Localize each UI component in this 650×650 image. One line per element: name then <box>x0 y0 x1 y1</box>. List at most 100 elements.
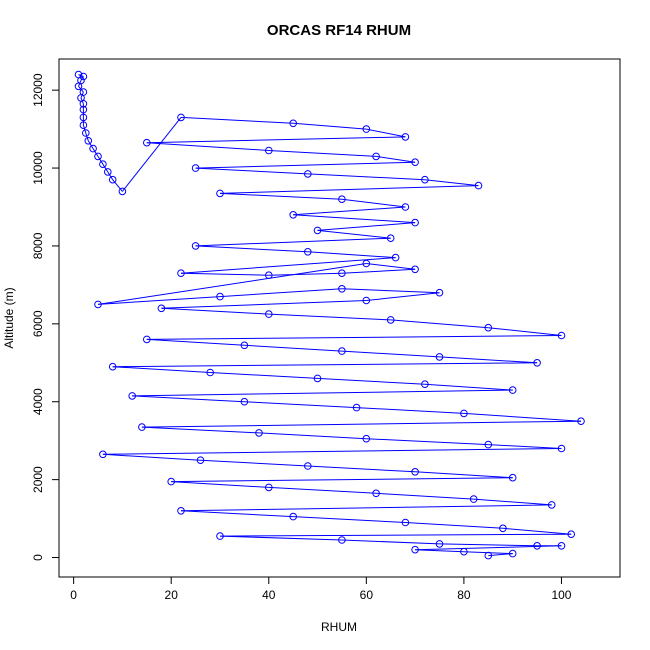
data-point <box>401 133 410 141</box>
y-tick-label: 8000 <box>31 232 45 259</box>
data-point <box>411 265 419 274</box>
data-point <box>411 218 419 227</box>
x-tick-label: 20 <box>165 588 179 602</box>
series-segment <box>415 549 464 553</box>
data-point <box>79 72 88 81</box>
data-point <box>240 397 249 406</box>
data-point <box>240 341 249 350</box>
series-segment <box>258 432 367 440</box>
data-point <box>138 423 146 431</box>
data-point <box>304 248 312 256</box>
data-point <box>362 259 371 268</box>
data-point <box>265 271 273 280</box>
data-point <box>89 144 97 153</box>
series-segment <box>146 142 269 151</box>
series-segment <box>439 543 538 547</box>
series-segment <box>210 372 318 379</box>
data-point <box>74 82 83 91</box>
data-point <box>206 368 214 377</box>
x-tick-label: 80 <box>457 588 471 602</box>
series-segment <box>366 128 406 138</box>
x-tick-label: 100 <box>551 588 571 602</box>
series-segment <box>195 245 308 253</box>
data-point <box>196 456 205 465</box>
data-point <box>265 483 273 492</box>
series-segment <box>141 420 582 428</box>
data-point <box>547 501 556 509</box>
data-point <box>508 549 517 558</box>
series-segment <box>366 438 489 446</box>
data-point <box>411 545 419 554</box>
data-point <box>338 269 346 278</box>
y-tick-label: 12000 <box>31 73 45 107</box>
data-point <box>508 473 517 482</box>
data-point <box>460 547 468 556</box>
series-segment <box>488 444 562 449</box>
series-segment <box>112 366 211 373</box>
series-segment <box>307 465 416 473</box>
data-point <box>313 226 322 235</box>
series-segment <box>502 527 572 535</box>
data-point <box>557 444 566 453</box>
series-segment <box>161 307 269 315</box>
x-tick-label: 60 <box>360 588 374 602</box>
series-segment <box>268 313 391 321</box>
data-point <box>533 359 541 367</box>
series-segment <box>200 459 308 467</box>
series-segment <box>293 214 416 224</box>
series-segment <box>366 292 440 301</box>
data-point <box>313 374 322 383</box>
data-point <box>421 380 429 389</box>
y-tick-label: 4000 <box>31 388 45 415</box>
series-segment <box>219 533 572 537</box>
data-point <box>79 100 88 108</box>
series-segment <box>341 539 440 545</box>
data-point <box>411 158 419 166</box>
data-point <box>338 347 346 355</box>
data-point <box>99 160 107 168</box>
series-segment <box>341 288 440 294</box>
series-segment <box>341 268 416 274</box>
data-point <box>289 119 298 128</box>
data-point <box>191 164 200 172</box>
series-segment <box>317 229 391 239</box>
y-tick-label: 0 <box>31 554 45 561</box>
data-point <box>289 211 298 219</box>
series-segment <box>97 296 221 305</box>
x-tick-label: 40 <box>262 588 276 602</box>
series-segment <box>161 300 367 309</box>
data-point <box>557 331 566 340</box>
data-point <box>177 507 185 515</box>
series-segment <box>180 504 552 512</box>
data-point <box>391 253 400 262</box>
series-segment <box>244 401 357 409</box>
series-segment <box>293 122 367 130</box>
series-segment <box>97 263 367 305</box>
series-segment <box>78 74 84 77</box>
series-segment <box>219 185 479 194</box>
x-axis-label: RHUM <box>321 620 357 634</box>
y-tick-label: 6000 <box>31 310 45 337</box>
x-axis: 0 20 40 60 80 100 <box>70 577 572 602</box>
series-segment <box>307 173 425 181</box>
series-segment <box>293 516 406 523</box>
series-segment <box>219 288 342 298</box>
data-point <box>108 175 117 184</box>
series-segment <box>317 377 425 385</box>
series-segment <box>180 510 294 518</box>
data-point <box>362 296 371 305</box>
series-segment <box>488 553 513 557</box>
data-point <box>255 429 263 437</box>
data-point <box>79 121 88 129</box>
data-point <box>216 292 224 301</box>
data-point <box>338 285 346 293</box>
data-point <box>216 189 224 198</box>
data-point <box>567 530 576 539</box>
series-segment <box>390 319 489 329</box>
data-point <box>435 540 444 548</box>
data-point <box>338 195 346 203</box>
data-point <box>386 234 395 242</box>
series-segment <box>141 426 260 434</box>
series-segment <box>424 383 513 391</box>
